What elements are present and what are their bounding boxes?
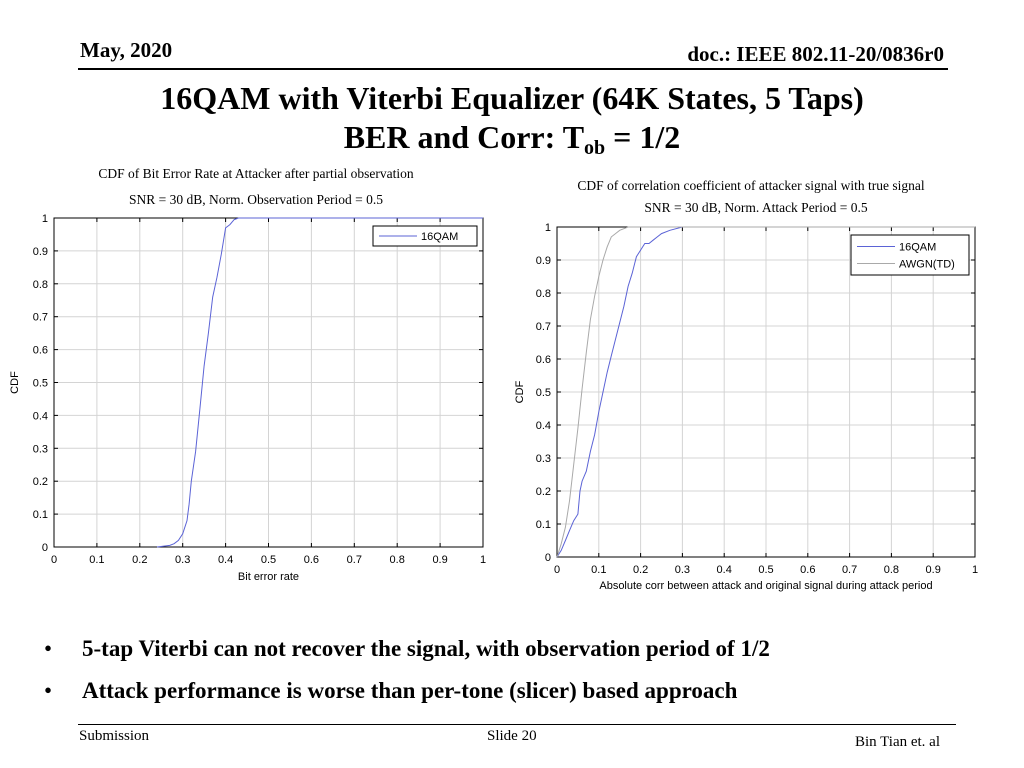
footer-rule [78, 724, 956, 725]
chart2-y-tick-label: 0.9 [536, 255, 551, 267]
bullet-text: Attack performance is worse than per-ton… [82, 678, 738, 703]
chart1-y-tick-label: 0.5 [33, 378, 48, 390]
chart2-x-tick-label: 0.4 [717, 564, 732, 576]
chart1-y-tick-label: 0 [42, 542, 48, 554]
footer-submission: Submission [79, 728, 150, 744]
chart1-title: CDF of Bit Error Rate at Attacker after … [98, 166, 414, 181]
chart2-y-tick-label: 0.7 [536, 321, 551, 333]
chart2-x-tick-label: 0.1 [591, 564, 606, 576]
chart1-y-tick-label: 0.3 [33, 443, 48, 455]
chart2-legend-box [850, 234, 970, 276]
chart2-y-tick-label: 0.8 [536, 288, 551, 300]
chart2-legend-label: 16QAM [899, 242, 936, 254]
footer-slide-number: Slide 20 [487, 728, 537, 744]
chart1-x-tick-label: 0 [51, 554, 57, 566]
chart1-y-tick-label: 0.2 [33, 476, 48, 488]
chart2-series-line-2 [556, 226, 975, 558]
chart2-x-tick-label: 0.7 [842, 564, 857, 576]
chart2-x-tick-label: 1 [972, 564, 978, 576]
slide-title-subscript: ob [584, 137, 606, 159]
bullet-dot: • [44, 678, 53, 703]
chart1-x-tick-label: 0.7 [347, 554, 362, 566]
chart2-x-axis-label: Absolute corr between attack and origina… [599, 580, 932, 592]
chart2-x-tick-label: 0.6 [800, 564, 815, 576]
chart2-title: CDF of correlation coefficient of attack… [577, 178, 925, 193]
chart2-y-tick-label: 0 [545, 552, 551, 564]
bullet-list: • 5-tap Viterbi can not recover the signa… [44, 628, 770, 712]
slide-title-line2: BER and Corr: Tob = 1/2 [0, 118, 1024, 167]
chart2-x-tick-label: 0.8 [884, 564, 899, 576]
chart1-x-tick-label: 0.3 [175, 554, 190, 566]
header-rule [78, 68, 948, 70]
chart2-y-axis-label: CDF [514, 380, 526, 403]
chart2-y-tick-label: 0.4 [536, 420, 551, 432]
chart2-x-tick-label: 0.9 [926, 564, 941, 576]
chart2-x-tick-label: 0.5 [758, 564, 773, 576]
chart1-y-axis-label: CDF [9, 371, 21, 394]
chart1-x-tick-label: 0.2 [132, 554, 147, 566]
chart1-y-tick-label: 1 [42, 213, 48, 225]
bullet-dot: • [44, 636, 53, 661]
chart1-plot: 0 0.1 0.2 0.3 0.4 0.5 0.6 0.7 0.8 0.9 1 0 0.1 0.2 0.3 0… [9, 213, 486, 583]
chart1-x-tick-label: 0.4 [218, 554, 233, 566]
chart1-series-line-1 [156, 217, 483, 548]
bullet-text: 5-tap Viterbi can not recover the signal… [82, 636, 770, 661]
chart1-y-tick-label: 0.4 [33, 410, 48, 422]
chart1-y-tick-label: 0.9 [33, 246, 48, 258]
chart2-x-tick-label: 0 [554, 564, 560, 576]
chart1-y-tick-label: 0.7 [33, 312, 48, 324]
chart1-x-tick-label: 1 [480, 554, 486, 566]
bullet-item: • Attack performance is worse than per-to… [44, 670, 770, 712]
chart1-legend-box [372, 225, 478, 247]
chart2-y-tick-label: 0.5 [536, 387, 551, 399]
chart1-legend-label: 16QAM [421, 231, 458, 243]
chart2-y-tick-label: 1 [545, 222, 551, 234]
chart2-legend: 16QAM AWGN(TD) [850, 234, 970, 276]
chart1-x-tick-label: 0.8 [390, 554, 405, 566]
chart2-y-tick-label: 0.1 [536, 519, 551, 531]
chart2-y-tick-label: 0.3 [536, 453, 551, 465]
chart2-x-tick-label: 0.2 [633, 564, 648, 576]
chart2-plot: 0 0.1 0.2 0.3 0.4 0.5 0.6 0.7 0.8 0.9 1 0 0.1 0.2 0.3 0… [514, 222, 978, 592]
chart2-y-tick-label: 0.2 [536, 486, 551, 498]
chart1-x-tick-label: 0.5 [261, 554, 276, 566]
header-date: May, 2020 [80, 38, 173, 62]
chart1-x-tick-label: 0.9 [432, 554, 447, 566]
chart1-x-tick-label: 0.1 [89, 554, 104, 566]
header-doc-id: doc.: IEEE 802.11-20/0836r0 [687, 42, 944, 66]
bullet-item: • 5-tap Viterbi can not recover the signa… [44, 628, 770, 670]
chart2-series-line-1 [556, 226, 975, 558]
chart2-y-tick-label: 0.6 [536, 354, 551, 366]
chart1-subtitle: SNR = 30 dB, Norm. Observation Period = … [128, 192, 384, 207]
chart1-y-tick-label: 0.8 [33, 279, 48, 291]
chart2-x-tick-label: 0.3 [675, 564, 690, 576]
slide-title-suffix: = 1/2 [605, 119, 681, 155]
chart2-legend-label: AWGN(TD) [899, 259, 955, 271]
chart2-subtitle: SNR = 30 dB, Norm. Attack Period = 0.5 [644, 200, 868, 215]
footer-author: Bin Tian et. al [854, 734, 940, 750]
chart1-x-tick-label: 0.6 [304, 554, 319, 566]
slide-title-prefix: BER and Corr: T [343, 119, 585, 155]
chart1-x-axis-label: Bit error rate [238, 571, 299, 583]
chart1-y-tick-label: 0.6 [33, 345, 48, 357]
slide-title-line1: 16QAM with Viterbi Equalizer (64K States… [160, 80, 864, 116]
chart1-legend: 16QAM [372, 225, 478, 247]
chart1-y-tick-label: 0.1 [33, 509, 48, 521]
